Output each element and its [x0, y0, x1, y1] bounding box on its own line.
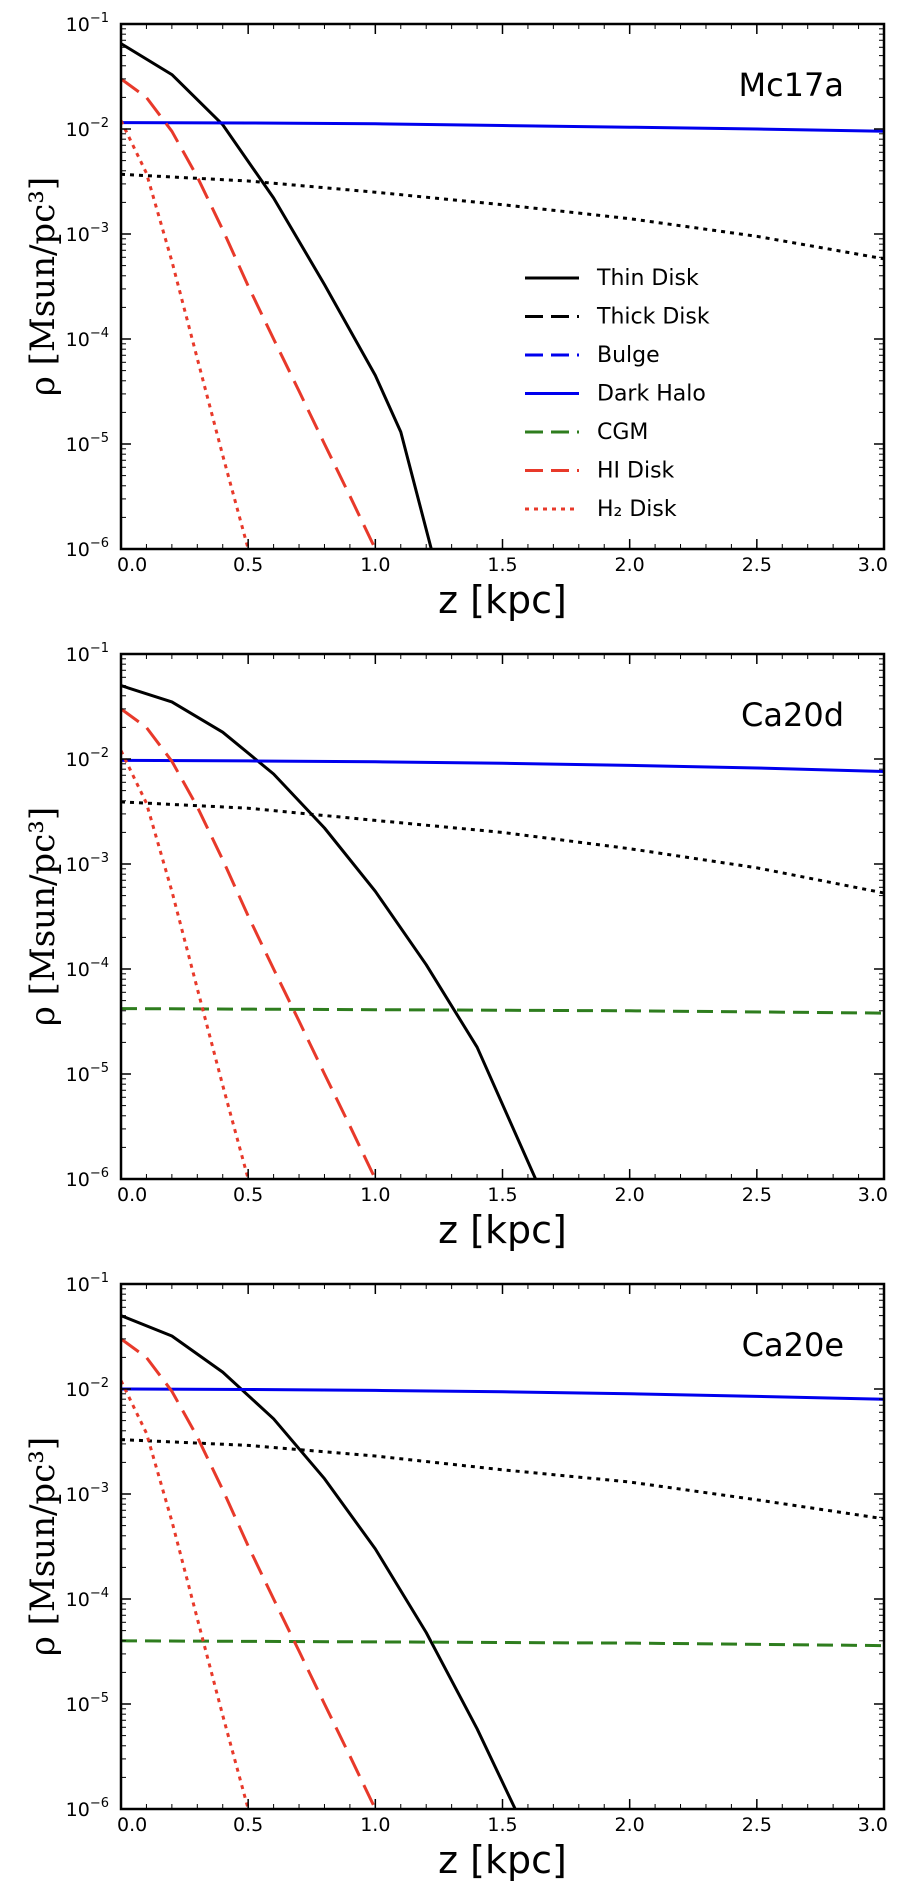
- series-h-disk: [121, 1380, 250, 1809]
- x-tick-label: 0.0: [117, 1814, 147, 1836]
- series-thin-disk: [121, 1314, 517, 1809]
- x-tick-label: 3.0: [858, 1184, 888, 1206]
- x-tick-label: 1.5: [487, 1184, 517, 1206]
- x-tick-label: 0.5: [233, 1184, 263, 1206]
- panel-ca20e: 0.0 0.5 1.0 1.5 2.0 2.5 3.0 10−6 10−5 10−4 10−3 10−…: [23, 1271, 888, 1882]
- panel-label: Mc17a: [738, 66, 844, 104]
- series-h-disk: [121, 120, 250, 549]
- legend-label: Thick Disk: [596, 305, 710, 330]
- series-group: [121, 42, 884, 549]
- series-dark-halo: [121, 758, 884, 773]
- legend-label: Dark Halo: [597, 382, 706, 407]
- series-cgm: [121, 1639, 884, 1648]
- y-tick-label: 10−5: [66, 1691, 109, 1716]
- series-group: [121, 684, 884, 1179]
- x-axis-label: z [kpc]: [438, 578, 567, 622]
- panel-ca20d: 0.0 0.5 1.0 1.5 2.0 2.5 3.0 10−6 10−5 10−4 10−3 10−…: [23, 641, 888, 1252]
- series-group: [121, 1314, 884, 1809]
- x-tick-label: 0.5: [233, 1814, 263, 1836]
- x-tick-label: 1.0: [360, 1814, 390, 1836]
- y-tick-label: 10−3: [66, 851, 109, 876]
- x-tick-label: 3.0: [858, 1814, 888, 1836]
- panel-mc17a: 0.0 0.5 1.0 1.5 2.0 2.5 3.0 10−6 10−5 10−4 10−3 10−…: [23, 11, 888, 622]
- panel-label: Ca20e: [742, 1326, 844, 1364]
- y-tick-label: 10−2: [66, 746, 109, 771]
- x-tick-label: 2.0: [615, 1184, 645, 1206]
- series-hi-disk: [121, 707, 377, 1179]
- x-tick-label: 0.0: [117, 1184, 147, 1206]
- y-tick-label: 10−6: [66, 1796, 109, 1821]
- series-hi-disk: [121, 77, 377, 549]
- y-tick-label: 10−2: [66, 116, 109, 141]
- legend-label: HI Disk: [597, 459, 675, 484]
- y-tick-label: 10−1: [66, 641, 109, 666]
- series-hi-disk: [121, 1337, 377, 1809]
- y-tick-label: 10−4: [66, 956, 109, 981]
- y-axis-label: ρ [Msun/pc³]: [23, 1437, 63, 1656]
- series-thin-disk: [121, 42, 433, 549]
- y-tick-label: 10−3: [66, 221, 109, 246]
- series-thick-disk: [121, 172, 884, 261]
- y-tick-label: 10−2: [66, 1376, 109, 1401]
- y-tick-label: 10−3: [66, 1481, 109, 1506]
- axes: 0.0 0.5 1.0 1.5 2.0 2.5 3.0 10−6 10−5 10−4 10−3 10−…: [66, 641, 888, 1206]
- y-tick-label: 10−6: [66, 1166, 109, 1191]
- x-tick-label: 1.5: [487, 554, 517, 576]
- series-thick-disk: [121, 800, 884, 895]
- y-tick-label: 10−6: [66, 536, 109, 561]
- x-tick-label: 1.0: [360, 1184, 390, 1206]
- y-axis-label: ρ [Msun/pc³]: [23, 807, 63, 1026]
- x-tick-label: 2.5: [742, 1814, 772, 1836]
- panel-label: Ca20d: [741, 696, 844, 734]
- x-tick-label: 2.5: [742, 554, 772, 576]
- x-tick-label: 0.5: [233, 554, 263, 576]
- legend-label: H₂ Disk: [597, 497, 677, 522]
- y-axis-label: ρ [Msun/pc³]: [23, 177, 63, 396]
- y-tick-label: 10−5: [66, 1061, 109, 1086]
- legend-label: CGM: [597, 420, 648, 445]
- plot-frame: [119, 1282, 886, 1811]
- x-tick-label: 2.5: [742, 1184, 772, 1206]
- legend: Thin Disk Thick Disk Bulge Dark Halo CGM HI D…: [525, 266, 710, 522]
- y-tick-label: 10−1: [66, 11, 109, 36]
- series-cgm: [121, 1007, 884, 1015]
- x-tick-label: 2.0: [615, 554, 645, 576]
- x-tick-label: 1.0: [360, 554, 390, 576]
- series-h-disk: [121, 750, 250, 1179]
- x-axis-label: z [kpc]: [438, 1208, 567, 1252]
- series-dark-halo: [121, 1387, 884, 1401]
- x-tick-label: 1.5: [487, 1814, 517, 1836]
- y-tick-label: 10−4: [66, 1586, 109, 1611]
- series-dark-halo: [121, 121, 884, 133]
- plot-frame: [119, 22, 886, 551]
- y-tick-label: 10−5: [66, 431, 109, 456]
- x-tick-label: 2.0: [615, 1814, 645, 1836]
- legend-label: Thin Disk: [596, 266, 699, 291]
- x-tick-label: 0.0: [117, 554, 147, 576]
- y-tick-label: 10−4: [66, 326, 109, 351]
- series-thin-disk: [121, 684, 537, 1179]
- x-tick-label: 3.0: [858, 554, 888, 576]
- x-axis-label: z [kpc]: [438, 1838, 567, 1882]
- y-tick-label: 10−1: [66, 1271, 109, 1296]
- legend-label: Bulge: [597, 343, 660, 368]
- series-thick-disk: [121, 1438, 884, 1521]
- plot-frame: [119, 652, 886, 1181]
